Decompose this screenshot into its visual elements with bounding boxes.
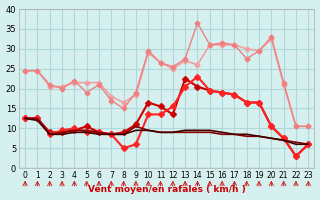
X-axis label: Vent moyen/en rafales ( km/h ): Vent moyen/en rafales ( km/h ) — [88, 185, 245, 194]
